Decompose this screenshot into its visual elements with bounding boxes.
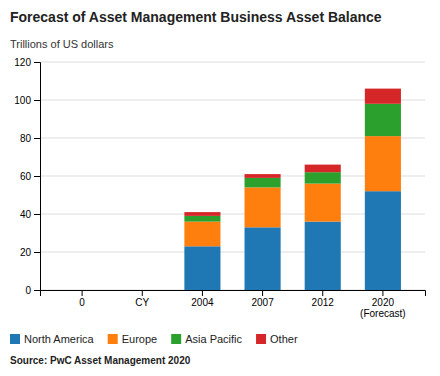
legend: North America Europe Asia Pacific Other xyxy=(10,333,298,345)
bar-segment xyxy=(245,227,281,290)
y-tick-label: 100 xyxy=(14,95,31,106)
grid xyxy=(40,62,425,290)
legend-swatch xyxy=(10,334,20,344)
y-axis: 0 20 40 60 80 100 120 xyxy=(14,57,40,296)
y-tick-label: 80 xyxy=(20,133,32,144)
x-tick-label: CY xyxy=(135,297,149,308)
grid-line xyxy=(40,62,425,63)
y-tick: 120 xyxy=(14,57,40,68)
bar-segment xyxy=(124,290,160,291)
y-tick-label: 0 xyxy=(25,285,31,296)
bar-segment xyxy=(245,178,281,188)
bar-segment xyxy=(64,290,100,291)
bar-segment xyxy=(124,290,160,291)
y-tick: 40 xyxy=(20,209,40,220)
bar-segment xyxy=(245,174,281,178)
x-axis: 0 CY 2004 2007 2012 2020(Forecast) xyxy=(41,290,426,319)
y-tick-label: 20 xyxy=(20,247,32,258)
x-tick-label: 2007 xyxy=(251,297,274,308)
bar-segment xyxy=(184,222,220,247)
x-tick-label: 2004 xyxy=(191,297,214,308)
y-tick: 80 xyxy=(20,133,40,144)
legend-label: Asia Pacific xyxy=(185,333,242,345)
bar-segment xyxy=(245,187,281,227)
legend-label: Other xyxy=(270,333,298,345)
y-tick-mark xyxy=(34,252,40,253)
y-tick-mark xyxy=(34,62,40,63)
y-tick-label: 120 xyxy=(14,57,31,68)
y-tick-mark xyxy=(34,138,40,139)
x-axis-domain xyxy=(41,291,426,297)
bar-segment xyxy=(365,136,401,191)
x-tick-mark xyxy=(82,290,83,296)
y-tick-mark xyxy=(34,176,40,177)
y-tick-mark xyxy=(34,290,40,291)
x-tick-label: 2012 xyxy=(312,297,335,308)
y-tick: 0 xyxy=(25,285,40,296)
y-axis-label: Trillions of US dollars xyxy=(10,38,114,50)
y-tick: 20 xyxy=(20,247,40,258)
y-axis-domain xyxy=(34,63,41,291)
legend-swatch xyxy=(108,334,118,344)
x-tick-mark xyxy=(202,290,203,296)
bar-segment xyxy=(305,172,341,183)
x-tick-label: 2020(Forecast) xyxy=(360,297,406,319)
bar-segment xyxy=(124,290,160,291)
x-tick: 2004 xyxy=(191,290,214,308)
bar-segment xyxy=(365,89,401,104)
legend-item: Other xyxy=(256,333,298,345)
x-tick: 2020(Forecast) xyxy=(360,290,406,319)
legend-label: Europe xyxy=(122,333,157,345)
y-tick-label: 40 xyxy=(20,209,32,220)
series xyxy=(184,191,401,290)
legend-item: North America xyxy=(10,333,95,345)
chart: Forecast of Asset Management Business As… xyxy=(0,0,440,376)
bar-segment xyxy=(184,216,220,222)
bar-segment xyxy=(305,184,341,222)
y-tick-mark xyxy=(34,214,40,215)
bar-segment xyxy=(64,290,100,291)
series xyxy=(184,136,401,246)
bar-segment xyxy=(64,290,100,291)
bar-segment xyxy=(365,191,401,290)
x-tick-mark xyxy=(262,290,263,296)
y-tick: 60 xyxy=(20,171,40,182)
x-tick-mark xyxy=(322,290,323,296)
y-tick-mark xyxy=(34,100,40,101)
bar-segment xyxy=(184,246,220,290)
x-tick-mark xyxy=(382,290,383,296)
bar-segment xyxy=(365,104,401,136)
bars xyxy=(184,89,401,290)
source: Source: PwC Asset Management 2020 xyxy=(10,355,191,366)
bar-segment xyxy=(305,222,341,290)
bar-segment xyxy=(124,290,160,291)
x-tick: 2007 xyxy=(251,290,274,308)
legend-swatch xyxy=(256,334,266,344)
legend-swatch xyxy=(171,334,181,344)
legend-label: North America xyxy=(24,333,95,345)
x-tick-mark xyxy=(142,290,143,296)
x-tick-label: 0 xyxy=(79,297,85,308)
y-tick: 100 xyxy=(14,95,40,106)
series xyxy=(184,89,401,216)
bar-segment xyxy=(305,165,341,173)
x-tick: 2012 xyxy=(312,290,335,308)
legend-item: Europe xyxy=(108,333,157,345)
x-tick: CY xyxy=(135,290,149,308)
title: Forecast of Asset Management Business As… xyxy=(10,9,382,25)
bar-segment xyxy=(184,212,220,216)
bar-segment xyxy=(64,290,100,291)
series xyxy=(184,104,401,222)
plot: Trillions of US dollars 0 20 40 60 80 100 120 0 C… xyxy=(10,38,426,366)
x-tick: 0 xyxy=(79,290,85,308)
y-tick-label: 60 xyxy=(20,171,32,182)
legend-item: Asia Pacific xyxy=(171,333,242,345)
